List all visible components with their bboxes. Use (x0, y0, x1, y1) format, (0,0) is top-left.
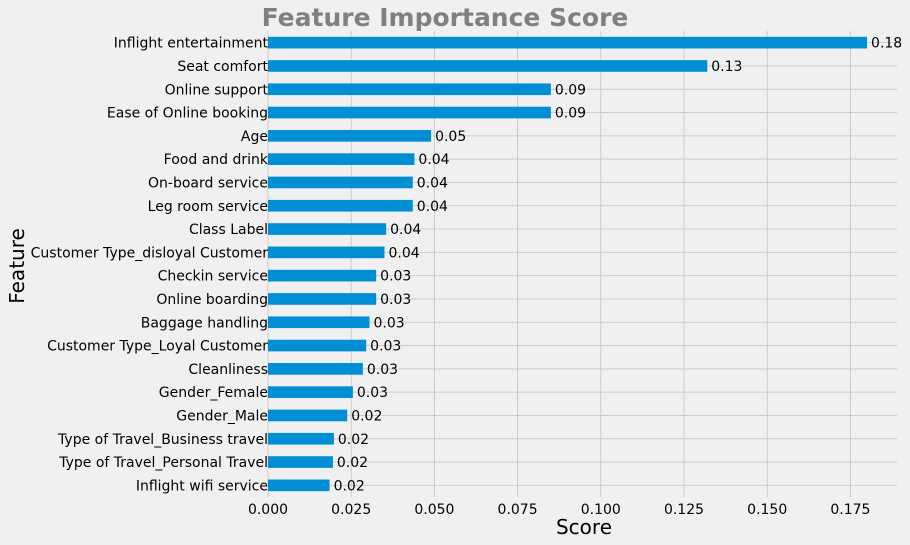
y-tick-label: Customer Type_disloyal Customer (31, 245, 269, 261)
bar (268, 316, 370, 329)
bar (268, 432, 334, 445)
bar (268, 409, 348, 422)
bar (268, 199, 413, 212)
y-tick-label: Gender_Male (176, 408, 268, 424)
bar-value-label: 0.04 (417, 199, 448, 215)
y-tick-label: Seat comfort (177, 59, 268, 75)
x-tick-label: 0.125 (664, 502, 704, 518)
y-tick-label: Type of Travel_Business travel (57, 432, 268, 448)
x-tick-label: 0.000 (248, 502, 288, 518)
bar-value-label: 0.03 (370, 339, 401, 355)
y-tick-label: On-board service (148, 175, 268, 191)
bar (268, 153, 415, 165)
y-tick-label: Customer Type_Loyal Customer (47, 339, 268, 355)
bar-value-label: 0.18 (871, 36, 902, 52)
bar (268, 293, 377, 305)
bar-value-label: 0.02 (337, 455, 368, 471)
bar-value-label: 0.04 (390, 222, 421, 238)
bar (268, 363, 363, 375)
y-tick-label: Gender_Female (159, 385, 268, 401)
y-axis-label: Feature (5, 228, 29, 304)
y-tick-label: Leg room service (148, 199, 268, 215)
bar (268, 36, 868, 49)
bar-value-label: 0.02 (351, 408, 382, 424)
bar-value-label: 0.05 (435, 129, 466, 145)
bar (268, 339, 367, 352)
bar (268, 479, 330, 492)
y-tick-label: Online support (165, 82, 269, 98)
bar (268, 456, 333, 468)
bars (268, 36, 868, 492)
bar (268, 269, 377, 282)
bar-value-label: 0.02 (334, 478, 365, 494)
bar (268, 60, 708, 72)
bar-value-label: 0.04 (417, 175, 448, 191)
bar-value-label: 0.04 (418, 152, 449, 168)
bar-value-label: 0.04 (388, 245, 419, 261)
y-tick-label: Ease of Online booking (107, 106, 268, 122)
y-tick-label: Inflight wifi service (136, 478, 268, 494)
x-axis-label: Score (556, 515, 612, 539)
y-tick-label: Age (241, 129, 268, 145)
bar (268, 246, 385, 259)
bar-value-label: 0.09 (555, 82, 586, 98)
bar (268, 106, 551, 119)
plot-area (268, 31, 897, 497)
bar-value-labels: 0.18 0.13 0.09 0.09 0.05 0.04 0.04 0.04 0.04 0.04… (334, 36, 903, 495)
bar-value-label: 0.13 (711, 59, 742, 75)
bar-value-label: 0.02 (338, 432, 369, 448)
bar (268, 83, 551, 96)
bar-value-label: 0.09 (555, 106, 586, 122)
bar-value-label: 0.03 (367, 362, 398, 378)
bar (268, 130, 432, 142)
x-tick-label: 0.150 (747, 502, 787, 518)
bar-value-label: 0.03 (374, 315, 405, 331)
y-tick-label: Baggage handling (141, 315, 268, 331)
x-tick-label: 0.025 (331, 502, 371, 518)
x-tick-labels: 0.000 0.025 0.050 0.075 0.100 0.125 0.150 0.175 (248, 502, 871, 518)
y-tick-label: Online boarding (156, 292, 268, 308)
chart-title: Feature Importance Score (262, 3, 629, 32)
bar-value-label: 0.03 (380, 269, 411, 285)
x-tick-label: 0.050 (414, 502, 454, 518)
y-tick-labels: Inflight entertainment Seat comfort Online… (31, 36, 269, 495)
bar (268, 223, 387, 235)
y-tick-label: Class Label (189, 222, 268, 238)
bar-value-label: 0.03 (380, 292, 411, 308)
y-tick-label: Food and drink (164, 152, 269, 168)
y-tick-label: Type of Travel_Personal Travel (58, 455, 268, 471)
x-tick-label: 0.075 (498, 502, 538, 518)
x-tick-label: 0.175 (830, 502, 870, 518)
x-tick-label: 0.100 (581, 502, 621, 518)
y-tick-label: Inflight entertainment (114, 36, 269, 52)
y-tick-label: Cleanliness (188, 362, 268, 378)
y-tick-label: Checkin service (158, 269, 268, 285)
bar (268, 176, 413, 189)
bar (268, 386, 353, 398)
bar-value-label: 0.03 (357, 385, 388, 401)
